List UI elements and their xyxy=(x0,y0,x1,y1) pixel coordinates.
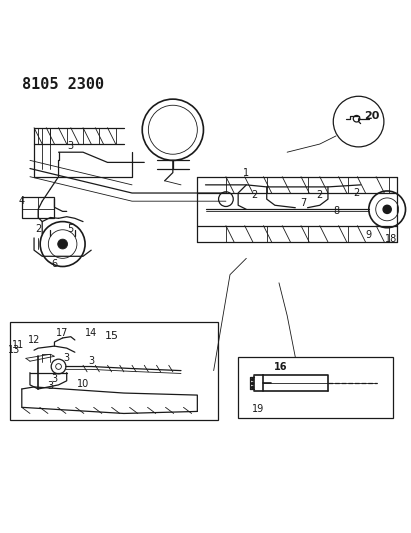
Text: 3: 3 xyxy=(68,141,74,151)
Circle shape xyxy=(333,96,384,147)
Bar xyxy=(22,197,55,217)
Text: 13: 13 xyxy=(7,345,20,355)
Text: 15: 15 xyxy=(105,331,119,341)
Text: 4: 4 xyxy=(19,196,25,206)
Text: 3: 3 xyxy=(47,381,53,391)
Text: 9: 9 xyxy=(366,230,372,240)
Circle shape xyxy=(383,205,391,213)
Text: 14: 14 xyxy=(85,328,97,338)
Text: 6: 6 xyxy=(51,259,58,269)
Text: 8105 2300: 8105 2300 xyxy=(22,77,104,92)
Text: 17: 17 xyxy=(56,328,69,338)
Text: 3: 3 xyxy=(88,356,94,366)
Text: 2: 2 xyxy=(252,190,258,200)
Text: 19: 19 xyxy=(252,405,265,414)
Bar xyxy=(9,321,218,419)
Text: 20: 20 xyxy=(365,111,380,122)
Text: 3: 3 xyxy=(51,374,58,384)
Text: 3: 3 xyxy=(64,353,70,364)
Text: 12: 12 xyxy=(28,335,40,345)
Text: 8: 8 xyxy=(333,206,339,216)
Text: 2: 2 xyxy=(35,224,41,234)
Text: 11: 11 xyxy=(12,340,24,350)
Text: 7: 7 xyxy=(300,198,307,208)
Text: 5: 5 xyxy=(68,223,74,233)
Text: 1: 1 xyxy=(243,168,249,179)
Text: 16: 16 xyxy=(274,361,288,372)
Circle shape xyxy=(58,239,67,249)
Text: 2: 2 xyxy=(353,188,360,198)
Text: 18: 18 xyxy=(385,234,397,244)
Text: 10: 10 xyxy=(77,379,89,389)
Bar xyxy=(238,357,393,418)
Text: 2: 2 xyxy=(317,190,323,200)
